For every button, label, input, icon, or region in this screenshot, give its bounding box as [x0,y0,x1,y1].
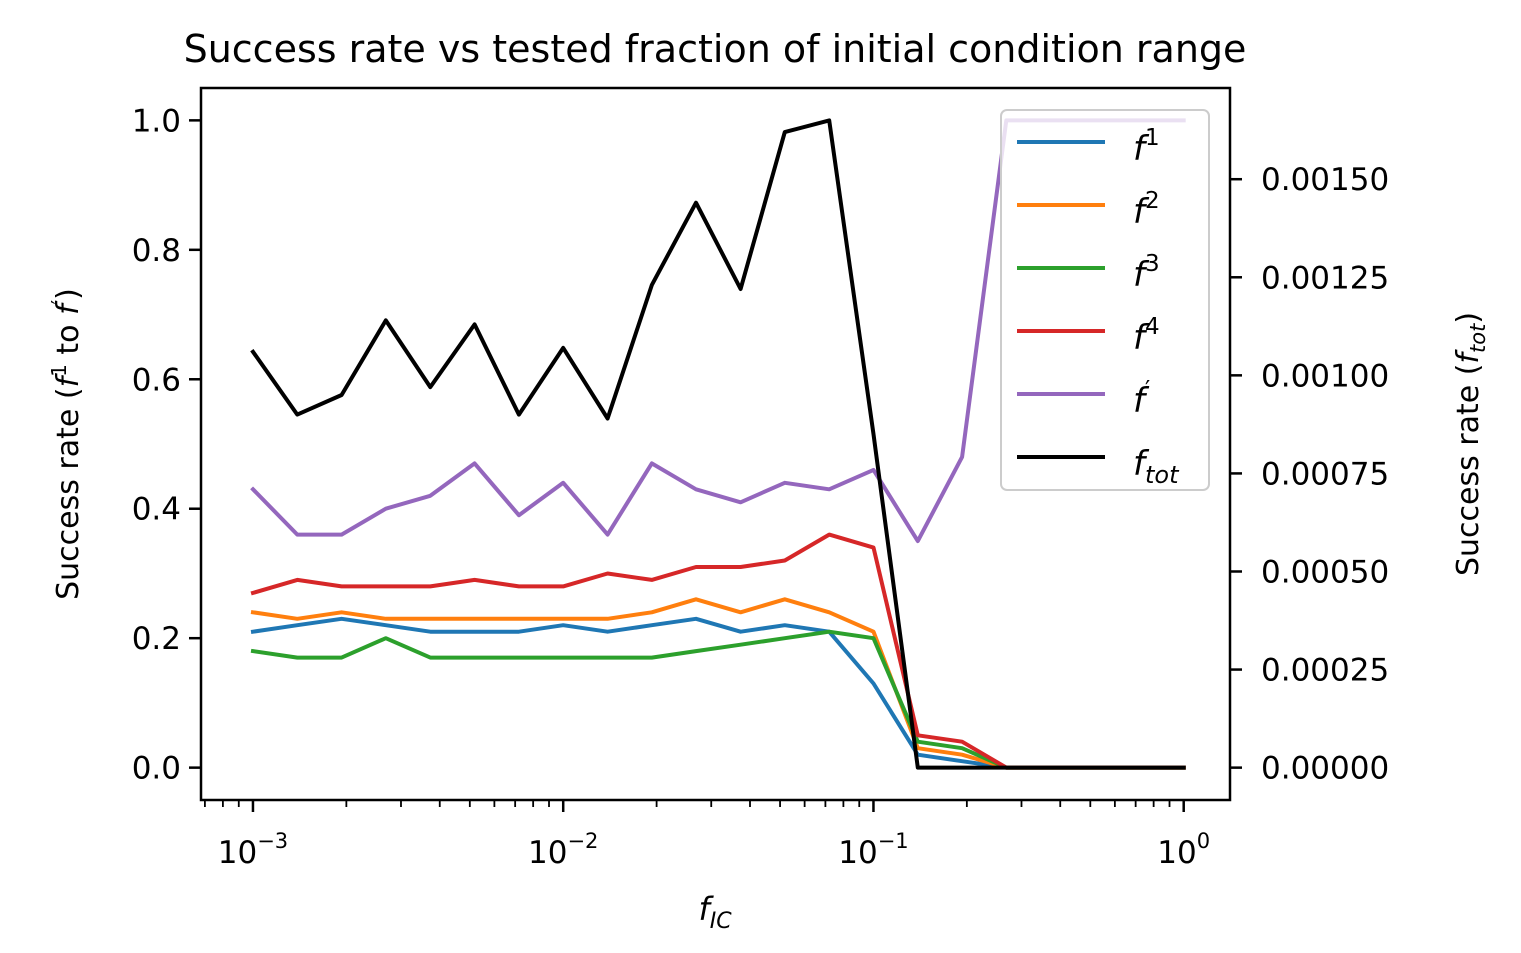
x-tick-label-base: 10 [218,835,257,871]
y-left-label-prefix: Success rate ( [51,387,86,599]
x-axis-label: fIC [698,890,732,934]
series-line-tot [250,118,1186,770]
y-right-tick-label: 0.00075 [1261,456,1389,492]
y-left-tick-label: 0.6 [132,362,181,398]
x-tick-label-exp: 0 [1197,829,1210,853]
x-tick-label-base: 10 [838,835,877,871]
y-right-tick-label: 0.00000 [1261,751,1389,787]
y-left-axis-ticks: 0.0 0.2 0.4 0.6 0.8 1.0 [132,103,201,787]
legend-label-sup: 3 [1145,251,1160,277]
x-tick-label: 10−1 [838,829,908,871]
x-tick-label-base: 10 [528,835,567,871]
plot-lines [250,118,1186,770]
legend-label-sup: 4 [1145,314,1160,340]
y-right-tick-label: 0.00125 [1261,260,1389,296]
chart-title: Success rate vs tested fraction of initi… [184,27,1247,71]
y-right-label-sub: tot [1466,323,1490,353]
x-axis-label-sub: IC [710,909,732,934]
x-tick-label: 10−3 [218,829,288,871]
y-left-label-suffix: ) [51,288,86,300]
x-tick-label-exp: −2 [567,829,598,853]
legend-label: ftot [1133,444,1180,489]
legend-label-sub: tot [1145,461,1180,489]
y-left-tick-label: 0.0 [132,751,181,787]
series-line-3 [250,629,1186,770]
x-axis-ticks: 10−3 10−2 10−1 100 [204,800,1210,871]
y-left-tick-label: 0.2 [132,621,181,657]
y-left-tick-label: 1.0 [132,103,181,139]
y-left-axis-label: Success rate (f1 to f′) [47,288,86,600]
y-right-tick-label: 0.00050 [1261,554,1389,590]
x-tick-label-exp: −3 [257,829,288,853]
legend-box [1000,109,1210,491]
y-right-tick-label: 0.00100 [1261,358,1389,394]
y-right-axis-ticks: 0.00000 0.00025 0.00050 0.00075 0.00100 0.001… [1230,162,1389,787]
y-left-label-mid: to [51,315,86,364]
x-tick-label-exp: −1 [878,829,909,853]
plot-frame [199,86,1232,802]
y-left-tick-label: 0.4 [132,492,181,528]
legend-label-sup: 1 [1145,125,1160,151]
y-right-label-suffix: ) [1451,312,1486,324]
y-left-tick-label: 0.8 [132,233,181,269]
series-line-4 [250,532,1186,770]
x-tick-label-base: 10 [1157,835,1196,871]
y-right-tick-label: 0.00025 [1261,653,1389,689]
y-right-label-prefix: Success rate ( [1451,364,1486,576]
y-left-label-f2-sup: ′ [47,299,71,304]
y-right-tick-label: 0.00150 [1261,162,1389,198]
x-tick-label: 10−2 [528,829,598,871]
y-right-axis-label: Success rate (ftot) [1451,312,1490,576]
y-left-label-f1-sup: 1 [47,364,71,377]
legend-label-sup: ′ [1145,377,1150,403]
legend-label-sup: 2 [1145,188,1160,214]
x-tick-label: 100 [1157,829,1210,871]
